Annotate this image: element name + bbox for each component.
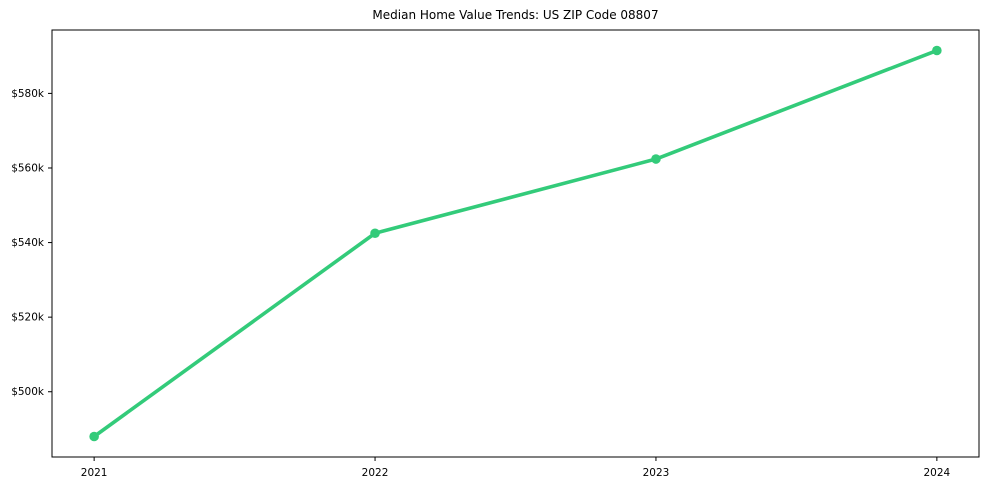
y-tick-label: $500k	[11, 386, 45, 398]
x-tick-label: 2021	[81, 467, 108, 479]
data-point-marker-2022	[370, 228, 380, 239]
y-tick-label: $520k	[11, 312, 45, 324]
x-tick-label: 2024	[923, 467, 950, 479]
x-tick-label: 2023	[643, 467, 670, 479]
data-point-marker-2023	[651, 154, 661, 164]
trend-line	[92, 48, 939, 439]
x-tick-label: 2022	[362, 467, 389, 479]
y-tick-label: $540k	[11, 237, 45, 249]
chart-title: Median Home Value Trends: US ZIP Code 08…	[372, 8, 659, 22]
data-point-marker-2024	[932, 45, 942, 56]
y-tick-label: $580k	[11, 88, 45, 100]
axes-box	[51, 29, 980, 458]
y-tick-label: $560k	[11, 162, 45, 174]
data-point-marker-2021	[89, 431, 99, 442]
